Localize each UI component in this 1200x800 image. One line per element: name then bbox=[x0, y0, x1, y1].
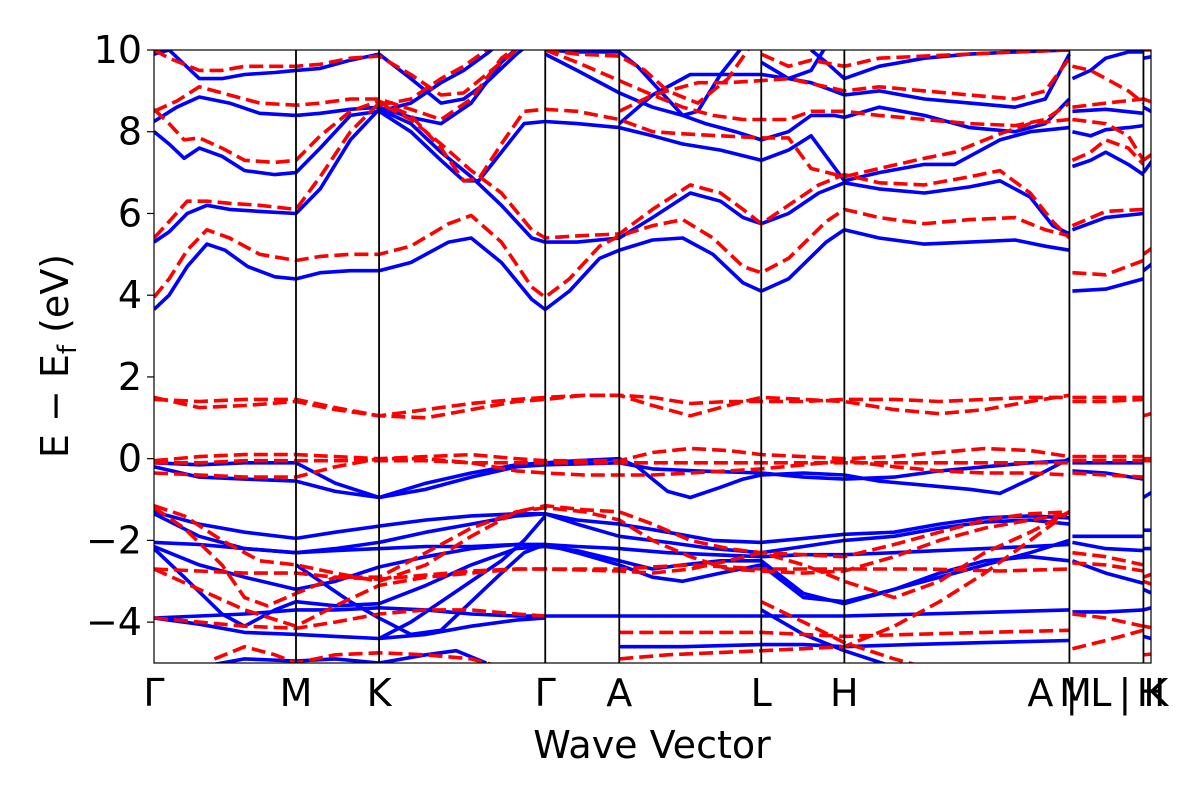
band-solid-35 bbox=[619, 638, 1070, 649]
band-solid-37 bbox=[211, 648, 487, 663]
band-solid-41 bbox=[1072, 608, 1144, 614]
x-tick-label: L bbox=[751, 671, 772, 715]
band-dashed-54 bbox=[544, 50, 1071, 128]
y-axis-label: E − Ef (eV) bbox=[33, 254, 83, 458]
x-tick-label: M bbox=[280, 671, 313, 715]
band-solid-33 bbox=[378, 514, 547, 641]
band-dashed-73 bbox=[154, 458, 1070, 465]
x-tick-label: H bbox=[1137, 671, 1166, 715]
band-dashed-61 bbox=[1071, 207, 1144, 228]
band-dashed-67 bbox=[154, 393, 1070, 418]
band-dashed-52 bbox=[378, 50, 491, 107]
band-dashed-56 bbox=[760, 50, 1070, 69]
band-dashed-91 bbox=[1072, 612, 1144, 628]
y-axis-ticks: −4 −2 0 2 4 6 8 10 bbox=[86, 28, 154, 644]
band-solid-3 bbox=[154, 50, 518, 126]
plot-frame bbox=[153, 49, 1152, 664]
band-dashed-62 bbox=[1072, 258, 1145, 277]
y-tick-label: 6 bbox=[118, 191, 142, 235]
band-solid-31 bbox=[154, 605, 1070, 620]
y-tick-label: 10 bbox=[94, 28, 142, 72]
band-solid-21 bbox=[154, 456, 1071, 500]
x-tick-label: Γ bbox=[535, 671, 556, 715]
band-dashed-81 bbox=[154, 505, 1070, 608]
band-dashed-47 bbox=[154, 207, 1070, 300]
x-tick-label: A bbox=[606, 671, 632, 715]
band-solid-2 bbox=[154, 109, 1070, 183]
band-dashed-57 bbox=[1072, 64, 1145, 105]
band-solid-14 bbox=[1072, 277, 1144, 293]
x-tick-label: M bbox=[1059, 671, 1092, 715]
band-solid-26 bbox=[154, 510, 1070, 545]
band-dashed-90 bbox=[1072, 561, 1144, 573]
x-tick-label: | K bbox=[1119, 671, 1170, 716]
band-dashed-60 bbox=[1071, 138, 1145, 166]
y-tick-label: 4 bbox=[118, 273, 142, 317]
band-solid-24 bbox=[1072, 469, 1144, 481]
band-dashed-92 bbox=[1071, 628, 1144, 651]
band-solid-9 bbox=[760, 50, 826, 81]
x-axis-label: Wave Vector bbox=[533, 723, 771, 767]
band-solid-11 bbox=[1072, 123, 1144, 138]
band-dashed-88 bbox=[213, 644, 494, 663]
band-dashed-59 bbox=[1072, 117, 1145, 162]
band-dashed-89 bbox=[1072, 550, 1144, 567]
band-solid-12 bbox=[1071, 150, 1145, 177]
band-solid-13 bbox=[1071, 211, 1144, 232]
band-dashed-51 bbox=[154, 50, 521, 97]
band-solid-8 bbox=[618, 53, 1071, 125]
band-solid-1 bbox=[154, 107, 1071, 244]
band-dashed-77 bbox=[1072, 471, 1144, 479]
band-solid-36 bbox=[760, 608, 888, 663]
band-lines bbox=[154, 50, 1151, 663]
band-dashed-49 bbox=[154, 99, 1070, 183]
band-dashed-69 bbox=[1072, 397, 1144, 404]
y-tick-label: −2 bbox=[86, 518, 142, 562]
y-tick-label: 0 bbox=[118, 437, 142, 481]
band-solid-4 bbox=[378, 50, 495, 114]
band-solid-28 bbox=[154, 540, 1070, 559]
band-solid-16 bbox=[1071, 50, 1144, 81]
band-solid-39 bbox=[1072, 540, 1144, 553]
band-solid-34 bbox=[294, 542, 546, 637]
band-solid-32 bbox=[154, 616, 546, 641]
x-tick-label: A | L bbox=[1027, 671, 1111, 716]
band-dashed-80 bbox=[154, 503, 1070, 584]
band-dashed-58 bbox=[1072, 97, 1144, 109]
y-tick-label: 2 bbox=[118, 355, 142, 399]
y-tick-label: 8 bbox=[118, 110, 142, 154]
x-tick-label: H bbox=[830, 671, 859, 715]
band-solid-7 bbox=[544, 52, 1071, 142]
x-tick-label: K bbox=[367, 671, 393, 715]
band-solid-17 bbox=[1142, 262, 1151, 273]
y-tick-label: −4 bbox=[86, 600, 142, 644]
x-tick-label: Γ bbox=[143, 671, 164, 715]
band-dashed-48 bbox=[154, 101, 1071, 240]
band-solid-0 bbox=[154, 228, 1070, 312]
band-dashed-55 bbox=[618, 57, 1071, 113]
band-dashed-84 bbox=[154, 608, 546, 631]
band-solid-15 bbox=[1072, 107, 1144, 116]
high-symmetry-lines bbox=[295, 50, 1145, 663]
band-dashed-85 bbox=[619, 628, 1070, 639]
band-dashed-83 bbox=[154, 510, 1071, 629]
band-dashed-50 bbox=[154, 50, 516, 122]
band-solid-22 bbox=[154, 458, 1070, 500]
